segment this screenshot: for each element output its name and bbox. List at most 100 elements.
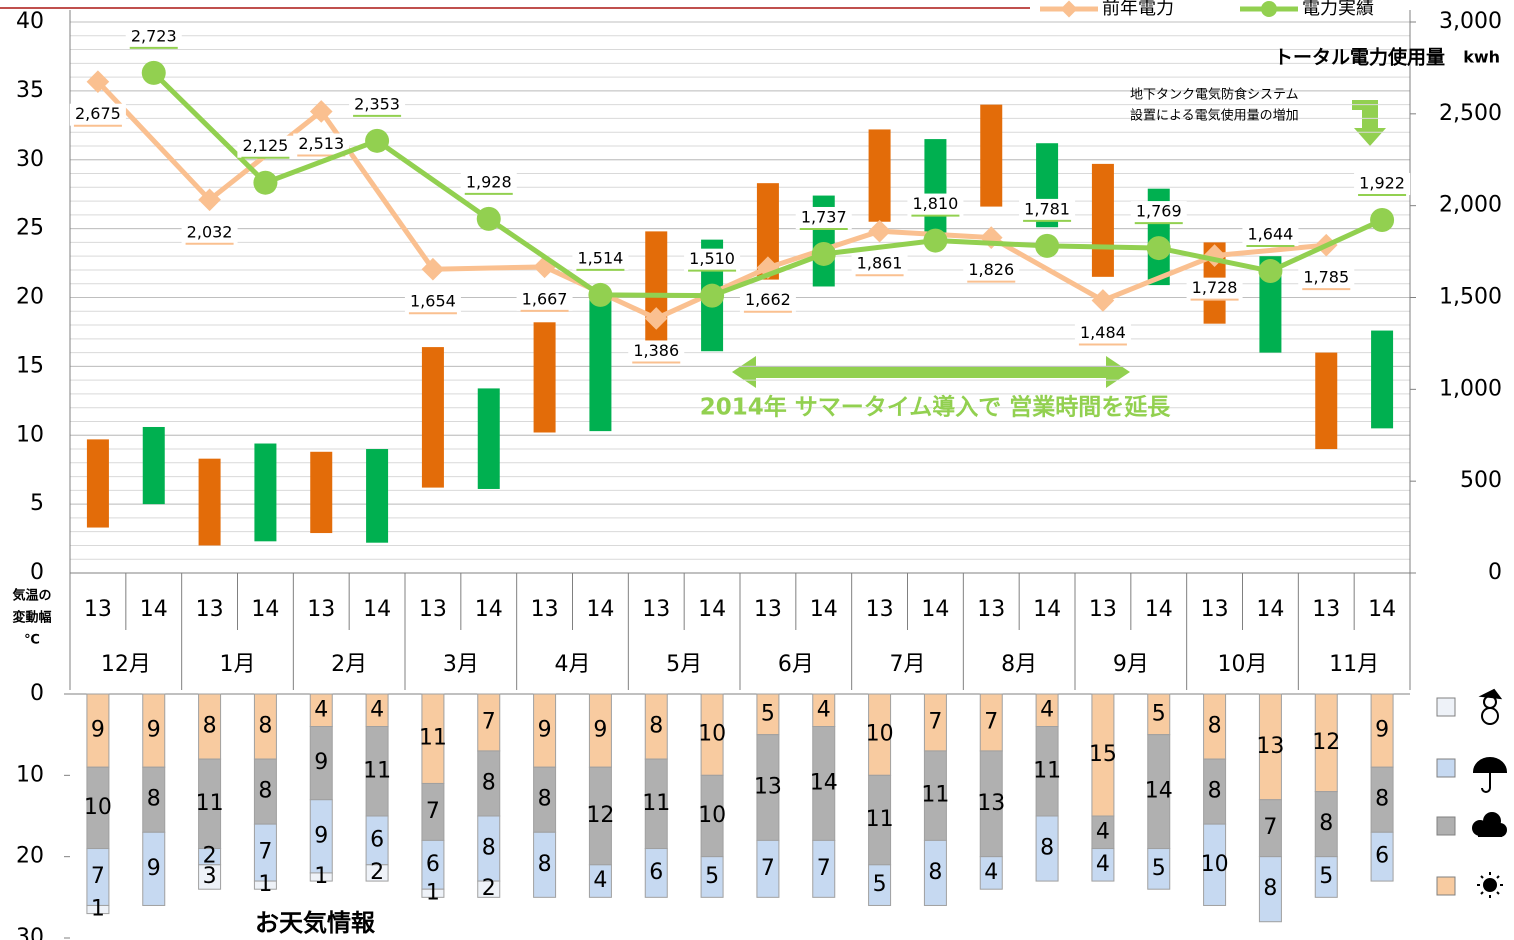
segment-label: 5 <box>873 872 887 897</box>
data-label: 2,125 <box>243 136 289 155</box>
legend-swatch <box>1437 759 1455 777</box>
year-label: 14 <box>1256 597 1284 622</box>
year-label: 14 <box>921 597 949 622</box>
y-tick-label: 10 <box>16 762 44 787</box>
data-label: 1,861 <box>857 254 903 273</box>
segment-label: 7 <box>928 709 942 734</box>
marker <box>142 61 166 85</box>
segment-label: 14 <box>810 770 838 795</box>
data-label: 1,514 <box>578 248 624 267</box>
segment-label: 7 <box>482 709 496 734</box>
legend-swatch <box>1437 817 1455 835</box>
segment-label: 4 <box>593 868 607 893</box>
segment-label: 1 <box>91 897 105 922</box>
segment-label: 10 <box>866 722 894 747</box>
marker <box>868 220 891 243</box>
data-label: 1,662 <box>745 290 791 309</box>
segment-label: 10 <box>698 722 726 747</box>
segment-label: 3 <box>203 864 217 889</box>
segment-label: 8 <box>482 770 496 795</box>
temperature-range <box>422 347 444 488</box>
temperature-range <box>199 459 221 546</box>
temperature-range <box>534 322 556 432</box>
year-label: 14 <box>1033 597 1061 622</box>
temperature-range <box>478 388 500 489</box>
year-label: 13 <box>307 597 335 622</box>
temperature-range <box>980 105 1002 207</box>
y2-unit: kwh <box>1463 48 1500 67</box>
segment-label: 5 <box>1152 856 1166 881</box>
marker <box>1035 234 1059 258</box>
y-tick-label: 20 <box>16 285 44 310</box>
segment-label: 11 <box>866 807 894 832</box>
segment-label: 5 <box>705 864 719 889</box>
segment-label: 11 <box>363 758 391 783</box>
year-label: 14 <box>251 597 279 622</box>
month-label: 3月 <box>443 652 479 677</box>
segment-label: 8 <box>258 714 272 739</box>
segment-label: 9 <box>147 718 161 743</box>
segment-label: 9 <box>593 718 607 743</box>
segment-label: 8 <box>649 714 663 739</box>
data-label: 1,781 <box>1024 199 1070 218</box>
note: 設置による電気使用量の増加 <box>1130 108 1299 124</box>
segment-label: 7 <box>984 709 998 734</box>
year-label: 13 <box>196 597 224 622</box>
segment-label: 4 <box>1096 852 1110 877</box>
temperature-range <box>645 231 667 352</box>
temperature-range <box>366 449 388 543</box>
segment-label: 12 <box>586 803 614 828</box>
data-label: 2,513 <box>298 134 344 153</box>
segment-label: 8 <box>1040 836 1054 861</box>
legend-label: 前年電力 <box>1102 0 1174 19</box>
segment-label: 8 <box>482 836 496 861</box>
segment-label: 4 <box>1040 697 1054 722</box>
y-tick-label: 15 <box>16 353 44 378</box>
segment-label: 8 <box>147 787 161 812</box>
summer-note: 2014年 サマータイム導入で 営業時間を延長 <box>700 394 1172 421</box>
temperature-range <box>254 444 276 542</box>
legend-label: 電力実績 <box>1302 0 1374 19</box>
y-tick-label: 30 <box>16 925 44 940</box>
y-tick-label: 35 <box>16 78 44 103</box>
temperature-range <box>1092 164 1114 277</box>
year-label: 13 <box>642 597 670 622</box>
marker <box>812 242 836 266</box>
temperature-range <box>924 139 946 235</box>
segment-label: 2 <box>370 860 384 885</box>
year-label: 13 <box>1312 597 1340 622</box>
segment-label: 5 <box>1152 701 1166 726</box>
year-label: 14 <box>475 597 503 622</box>
y-tick-label: 30 <box>16 147 44 172</box>
segment-label: 9 <box>91 718 105 743</box>
y2-tick-label: 2,000 <box>1439 193 1502 218</box>
y2-tick-label: 0 <box>1488 560 1502 585</box>
segment-label: 11 <box>196 791 224 816</box>
segment-label: 6 <box>1375 844 1389 869</box>
month-label: 9月 <box>1113 652 1149 677</box>
marker <box>588 283 612 307</box>
segment-label: 11 <box>921 783 949 808</box>
y2-tick-label: 2,500 <box>1439 101 1502 126</box>
data-label: 1,826 <box>968 260 1014 279</box>
temperature-range <box>1315 353 1337 449</box>
marker <box>365 129 389 153</box>
year-label: 14 <box>810 597 838 622</box>
temperature-range <box>87 439 109 527</box>
segment-label: 11 <box>642 791 670 816</box>
legend-marker <box>1261 1 1277 17</box>
data-label: 1,386 <box>633 341 679 360</box>
month-label: 4月 <box>555 652 591 677</box>
data-label: 1,928 <box>466 172 512 191</box>
segment-label: 8 <box>1208 714 1222 739</box>
y2-tick-label: 1,000 <box>1439 376 1502 401</box>
note-arrow <box>1352 100 1386 146</box>
segment-label: 4 <box>370 697 384 722</box>
temperature-range <box>1371 331 1393 429</box>
month-label: 6月 <box>778 652 814 677</box>
segment-label: 14 <box>1145 779 1173 804</box>
month-label: 10月 <box>1218 652 1268 677</box>
segment-label: 8 <box>928 860 942 885</box>
year-label: 14 <box>698 597 726 622</box>
y2-title: トータル電力使用量 <box>1274 46 1445 69</box>
